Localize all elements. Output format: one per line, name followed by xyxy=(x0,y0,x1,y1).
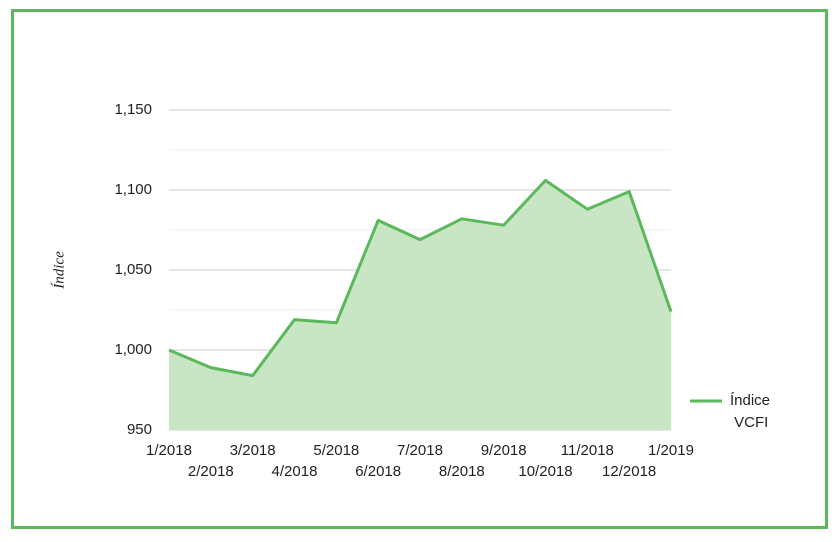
x-tick-label: 6/2018 xyxy=(355,463,401,480)
y-axis-label: Índice xyxy=(50,251,67,290)
x-tick-label: 2/2018 xyxy=(188,463,234,480)
y-tick-label: 1,000 xyxy=(114,341,152,358)
x-tick-label: 11/2018 xyxy=(561,442,614,459)
x-tick-label: 1/2018 xyxy=(146,442,192,459)
y-tick-label: 1,050 xyxy=(114,261,152,278)
legend-label: Índice VCFI xyxy=(730,392,770,431)
x-tick-label: 10/2018 xyxy=(518,463,572,480)
frame xyxy=(11,9,828,529)
x-tick-label: 1/2019 xyxy=(648,442,694,459)
y-tick-label: 1,100 xyxy=(114,181,152,198)
x-tick-label: 9/2018 xyxy=(481,442,527,459)
y-tick-label: 950 xyxy=(127,421,152,438)
x-tick-label: 12/2018 xyxy=(602,463,656,480)
x-tick-label: 3/2018 xyxy=(230,442,276,459)
area xyxy=(169,180,671,430)
x-tick-label: 8/2018 xyxy=(439,463,485,480)
x-tick-label: 5/2018 xyxy=(313,442,359,459)
x-tick-label: 7/2018 xyxy=(397,442,443,459)
y-tick-label: 1,150 xyxy=(114,101,152,118)
line xyxy=(168,178,673,378)
x-tick-label: 4/2018 xyxy=(272,463,318,480)
